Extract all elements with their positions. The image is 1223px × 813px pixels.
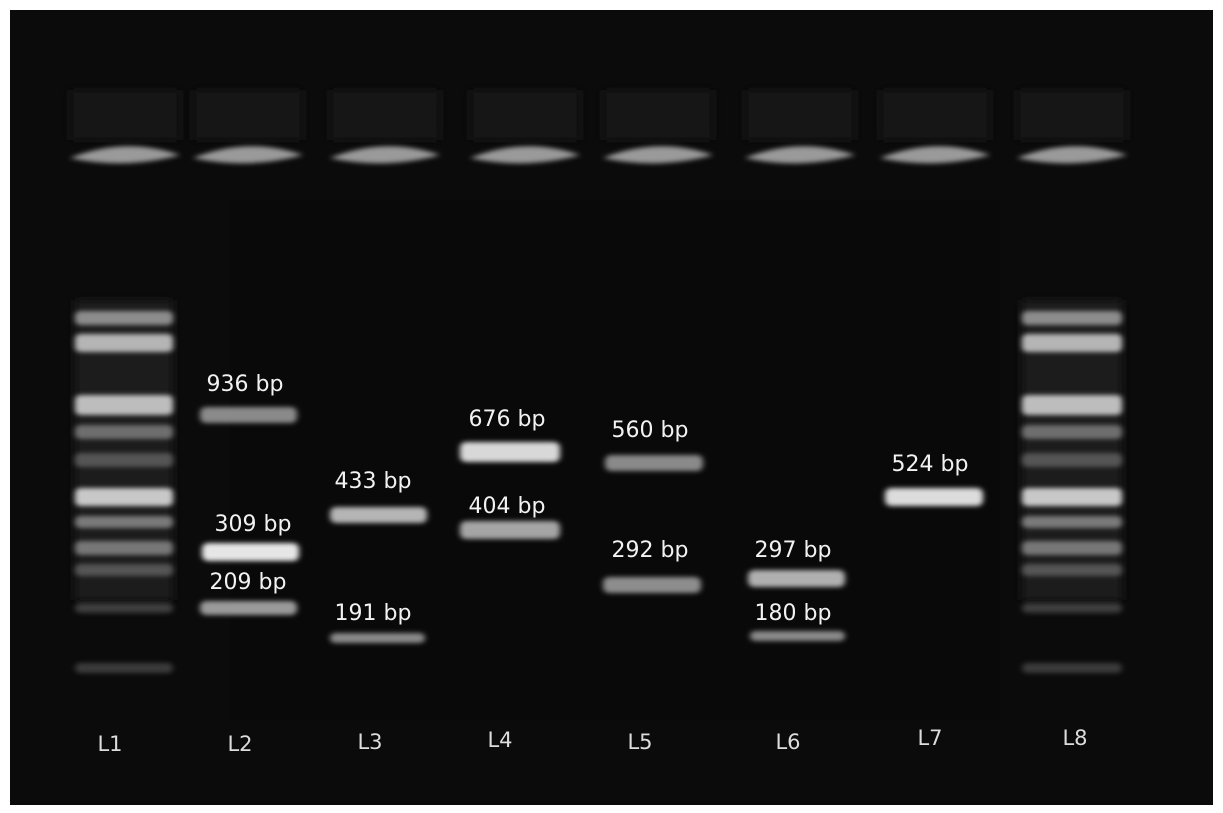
ladder-band: [75, 334, 173, 352]
band: [202, 543, 299, 561]
ladder-band: [75, 603, 173, 613]
ladder-band: [75, 395, 173, 415]
band-label: 524 bp: [892, 452, 969, 477]
band-label: 676 bp: [469, 407, 546, 432]
ladder-band: [1022, 564, 1122, 576]
lane-label: L7: [917, 726, 942, 750]
well-shadow: [330, 90, 440, 140]
band: [330, 633, 425, 643]
band-label: 209 bp: [210, 570, 287, 595]
ladder-band: [75, 453, 173, 467]
ladder-band: [1022, 453, 1122, 467]
well-shadow: [470, 90, 580, 140]
band-label: 297 bp: [755, 538, 832, 563]
band: [200, 601, 297, 615]
band: [200, 407, 297, 423]
well-shadow: [193, 90, 303, 140]
ladder-band: [75, 541, 173, 555]
ladder-band: [1022, 541, 1122, 555]
well-shadow: [880, 90, 990, 140]
ladder-band: [1022, 488, 1122, 506]
ladder-band: [75, 425, 173, 439]
ladder-band: [75, 564, 173, 576]
lane-label: L3: [357, 730, 382, 754]
ladder-band: [75, 516, 173, 528]
band-label: 560 bp: [612, 418, 689, 443]
band: [885, 488, 983, 506]
band: [330, 507, 427, 523]
ladder-band: [75, 311, 173, 325]
band: [603, 577, 701, 593]
well-shadow: [745, 90, 855, 140]
band-label: 309 bp: [215, 512, 292, 537]
band: [460, 521, 560, 539]
lane-label: L1: [97, 732, 122, 756]
band-label: 180 bp: [755, 601, 832, 626]
ladder-band: [1022, 425, 1122, 439]
ladder-band: [1022, 311, 1122, 325]
ladder-band: [75, 663, 173, 673]
gel-image: 936 bp 309 bp 209 bp 433 bp 191 bp 676 b…: [0, 0, 1223, 813]
ladder-band: [75, 488, 173, 506]
well-shadow: [70, 90, 180, 140]
well-shadow: [1017, 90, 1127, 140]
ladder-band: [1022, 603, 1122, 613]
lane-label: L6: [775, 730, 800, 754]
band-label: 936 bp: [207, 372, 284, 397]
ladder-band: [1022, 516, 1122, 528]
well-shadow: [603, 90, 713, 140]
band: [460, 442, 560, 462]
ladder-band: [1022, 395, 1122, 415]
band: [605, 455, 703, 471]
ladder-band: [1022, 334, 1122, 352]
lane-label: L4: [487, 728, 512, 752]
ladder-band: [1022, 663, 1122, 673]
lane-label: L5: [627, 730, 652, 754]
band-label: 433 bp: [335, 469, 412, 494]
band: [750, 631, 845, 641]
band-label: 404 bp: [469, 494, 546, 519]
band-label: 292 bp: [612, 538, 689, 563]
lane-label: L2: [227, 732, 252, 756]
band: [748, 570, 845, 587]
lane-label: L8: [1062, 726, 1087, 750]
band-label: 191 bp: [335, 601, 412, 626]
